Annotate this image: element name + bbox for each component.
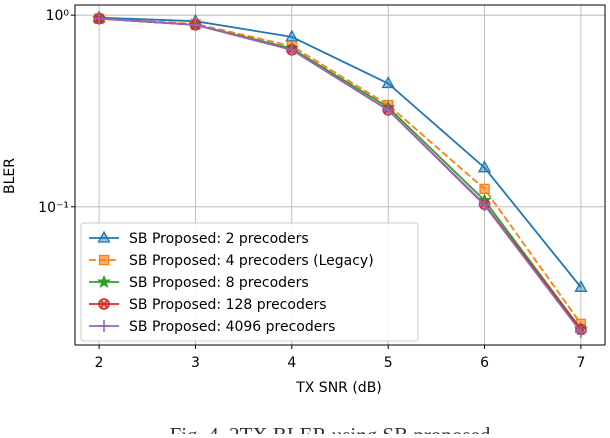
y-axis-label: BLER (2, 158, 18, 194)
data-point (382, 103, 395, 116)
legend-box (80, 222, 419, 342)
legend-marker (98, 298, 110, 310)
legend-marker (98, 254, 110, 266)
data-point (574, 279, 588, 292)
legend-label: SB Proposed: 8 precoders (129, 275, 309, 291)
data-point (574, 326, 587, 339)
y-tick-label: 10⁻¹ (38, 200, 69, 216)
y-tick-label: 10⁰ (46, 8, 70, 24)
legend-marker (98, 320, 110, 332)
legend-label: SB Proposed: 128 precoders (129, 297, 327, 313)
data-point (93, 12, 106, 25)
x-tick-label: 6 (480, 355, 489, 371)
data-point (285, 43, 298, 56)
plot-frame (74, 4, 606, 346)
data-point (189, 18, 202, 31)
data-point (478, 199, 491, 212)
legend-marker (97, 230, 111, 243)
legend-label: SB Proposed: 2 precoders (129, 231, 309, 247)
legend: SB Proposed: 2 precoders SB Proposed: 4 p… (80, 222, 419, 342)
legend-label: SB Proposed: 4 precoders (Legacy) (129, 253, 374, 269)
data-point (381, 76, 395, 89)
legend-marker (97, 274, 111, 289)
x-tick-label: 3 (191, 355, 200, 371)
data-point (479, 183, 490, 195)
x-tick-label: 4 (287, 355, 296, 371)
caption: Fig. 4. 2TX BLER using SB proposed (170, 423, 491, 434)
series-line (99, 16, 582, 288)
x-tick-label: 2 (95, 355, 104, 371)
x-tick-label: 7 (576, 355, 585, 371)
x-axis-label: TX SNR (dB) (295, 380, 382, 396)
series-line (99, 17, 582, 333)
data-point (477, 160, 492, 173)
legend-label: SB Proposed: 4096 precoders (129, 319, 335, 335)
x-tick-label: 5 (384, 355, 393, 371)
